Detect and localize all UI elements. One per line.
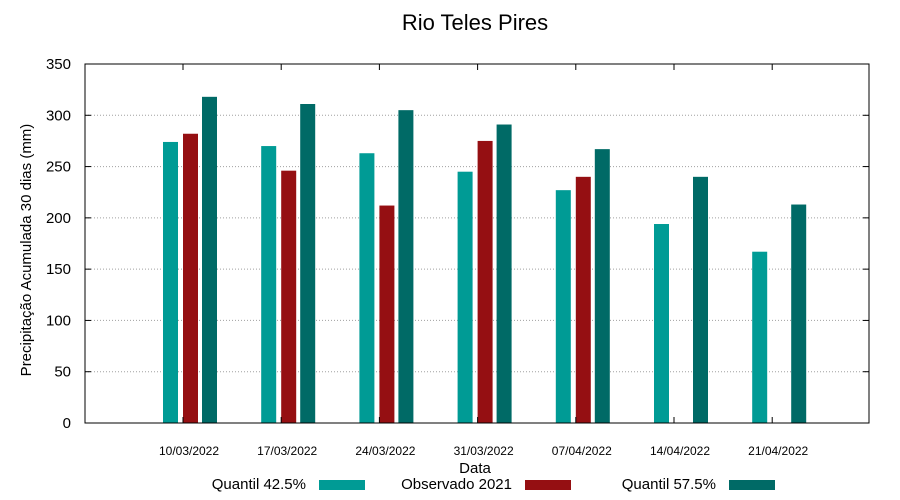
plot-frame <box>84 63 870 424</box>
bar <box>654 224 669 423</box>
legend-label: Observado 2021 <box>401 476 512 493</box>
legend-label: Quantil 57.5% <box>622 476 716 493</box>
x-tick-label: 31/03/2022 <box>454 444 514 458</box>
x-tick-label: 14/04/2022 <box>650 444 710 458</box>
bar <box>693 176 708 423</box>
x-axis-label: Data <box>459 460 491 477</box>
y-tick-label: 50 <box>54 364 71 381</box>
y-tick-label: 150 <box>46 261 71 278</box>
legend-swatch <box>319 480 365 490</box>
legend: Quantil 42.5% Observado 2021 Quantil 57.5% <box>212 476 775 493</box>
y-axis-label: Precipitação Acumulada 30 dias (mm) <box>18 124 35 377</box>
x-tick-label: 10/03/2022 <box>159 444 219 458</box>
chart-title: Rio Teles Pires <box>402 10 548 35</box>
y-tick-label: 250 <box>46 159 71 176</box>
x-tick-label: 07/04/2022 <box>552 444 612 458</box>
bar <box>477 140 493 423</box>
y-tick-label: 0 <box>63 415 71 432</box>
bar <box>791 204 807 423</box>
legend-swatch <box>729 480 775 490</box>
bar <box>359 153 375 424</box>
bar <box>281 170 297 423</box>
bar <box>379 205 395 423</box>
bar <box>163 141 178 423</box>
y-tick-label: 200 <box>46 210 71 227</box>
x-tick-label: 24/03/2022 <box>355 444 415 458</box>
bar <box>261 146 277 424</box>
y-tick-label: 350 <box>46 56 71 73</box>
bar <box>575 176 591 423</box>
bar <box>202 96 217 423</box>
bar <box>496 124 512 423</box>
bars <box>163 96 807 424</box>
x-axis-ticks: 10/03/2022 17/03/2022 24/03/2022 31/03/2022… <box>159 64 809 458</box>
x-tick-label: 21/04/2022 <box>748 444 808 458</box>
y-tick-label: 300 <box>46 107 71 124</box>
bar <box>752 251 768 423</box>
bar <box>183 133 198 423</box>
y-axis-ticks: 0 50 100 150 200 250 300 350 <box>46 56 869 432</box>
bar <box>398 110 414 424</box>
legend-label: Quantil 42.5% <box>212 476 306 493</box>
legend-swatch <box>525 480 571 490</box>
bar <box>594 149 610 424</box>
bar <box>555 190 571 423</box>
x-tick-label: 17/03/2022 <box>257 444 317 458</box>
bar <box>300 104 316 423</box>
y-tick-label: 100 <box>46 312 71 329</box>
bar <box>457 171 473 423</box>
